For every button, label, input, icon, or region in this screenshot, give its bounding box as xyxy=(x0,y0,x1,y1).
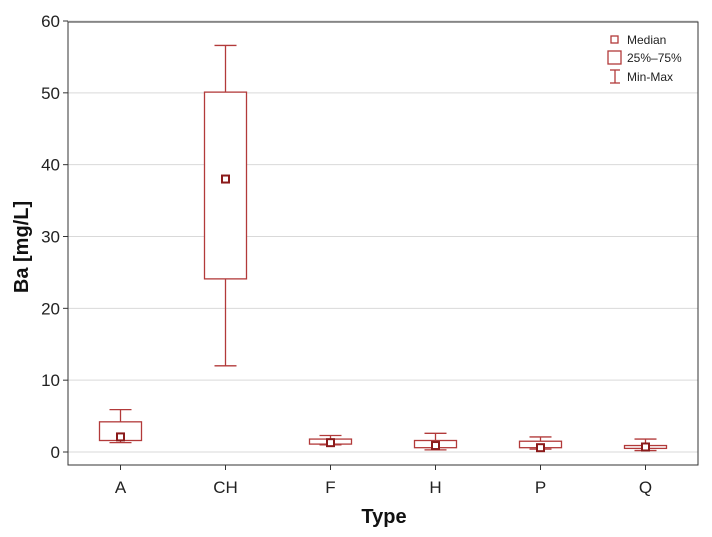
y-tick-label: 30 xyxy=(41,228,60,247)
median-marker xyxy=(641,442,650,452)
legend-median-icon xyxy=(610,35,619,44)
legend: Median 25%–75% Min-Max xyxy=(607,33,682,84)
legend-box-icon xyxy=(607,50,622,65)
plot-frame xyxy=(67,21,699,466)
x-axis-ticks: A CH F H P Q xyxy=(115,465,652,497)
legend-whisker-label: Min-Max xyxy=(627,70,673,84)
x-tick-label: CH xyxy=(213,478,238,497)
y-tick-label: 0 xyxy=(51,443,60,462)
x-tick-label: H xyxy=(429,478,441,497)
gridlines xyxy=(68,20,698,453)
y-tick-label: 40 xyxy=(41,156,60,175)
y-axis-ticks: 0 10 20 30 40 50 60 xyxy=(41,12,68,462)
box-f xyxy=(308,434,353,448)
x-tick-label: A xyxy=(115,478,127,497)
median-marker xyxy=(221,174,230,184)
x-tick-label: P xyxy=(535,478,546,497)
y-axis-title: Ba [mg/L] xyxy=(11,201,33,293)
x-tick-label: Q xyxy=(639,478,652,497)
box-a xyxy=(98,408,143,444)
y-tick-label: 50 xyxy=(41,84,60,103)
y-tick-label: 60 xyxy=(41,12,60,31)
box-p xyxy=(518,436,563,453)
x-axis-title: Type xyxy=(361,506,406,528)
legend-box-label: 25%–75% xyxy=(627,51,682,65)
median-marker xyxy=(116,432,125,442)
box-ch xyxy=(203,44,248,367)
box-q xyxy=(623,438,668,452)
y-tick-label: 20 xyxy=(41,299,60,318)
median-marker xyxy=(536,443,545,453)
legend-whisker-icon xyxy=(610,69,620,84)
iqr-box xyxy=(203,91,248,280)
x-tick-label: F xyxy=(325,478,335,497)
box-h xyxy=(413,432,458,451)
y-tick-label: 10 xyxy=(41,371,60,390)
median-marker xyxy=(326,438,335,448)
median-marker xyxy=(431,441,440,451)
box-series xyxy=(98,44,668,453)
legend-median-label: Median xyxy=(627,33,666,47)
